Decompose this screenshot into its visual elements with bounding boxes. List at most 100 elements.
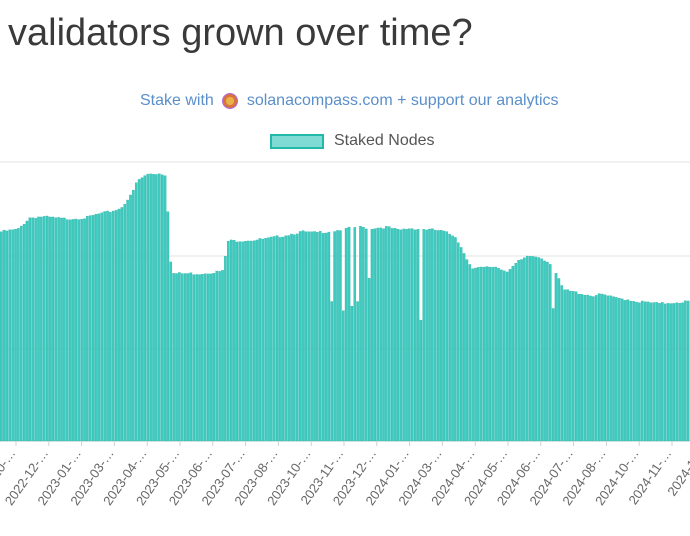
bar-158[interactable] [454,237,457,442]
bar-31[interactable] [88,215,92,442]
bar-113[interactable] [324,232,328,442]
bar-65[interactable] [186,273,190,442]
bar-4[interactable] [11,229,14,442]
bar-51[interactable] [146,173,150,442]
bar-224[interactable] [643,301,647,442]
bar-75[interactable] [215,270,219,442]
bar-205[interactable] [589,295,592,442]
bar-97[interactable] [278,237,282,442]
bar-157[interactable] [451,235,454,442]
bar-140[interactable] [402,228,405,442]
bar-22[interactable] [63,217,66,442]
bar-98[interactable] [281,236,285,442]
bar-196[interactable] [563,289,566,442]
bar-116[interactable] [333,231,336,442]
bar-220[interactable] [632,301,635,442]
bar-232[interactable] [666,303,670,442]
bar-16[interactable] [45,215,49,442]
bar-54[interactable] [155,174,158,442]
bar-73[interactable] [209,273,213,442]
bar-32[interactable] [91,215,95,442]
bar-43[interactable] [123,204,127,442]
bar-199[interactable] [571,291,575,442]
bar-106[interactable] [304,231,308,442]
bar-120[interactable] [344,228,348,442]
bar-206[interactable] [592,296,595,442]
bar-135[interactable] [387,226,391,442]
bar-170[interactable] [488,266,492,442]
bar-217[interactable] [623,300,627,442]
bar-164[interactable] [471,268,474,442]
bar-10[interactable] [28,217,32,442]
bar-50[interactable] [143,175,147,442]
bar-68[interactable] [195,274,198,442]
bar-223[interactable] [640,300,644,442]
bar-204[interactable] [586,294,589,442]
bar-142[interactable] [408,228,411,442]
bar-17[interactable] [48,216,52,442]
bar-29[interactable] [83,218,86,442]
bar-90[interactable] [258,238,262,442]
bar-165[interactable] [474,267,477,442]
bar-227[interactable] [652,302,656,442]
bar-20[interactable] [57,217,60,442]
bar-214[interactable] [615,297,618,442]
bar-209[interactable] [600,293,604,442]
bar-197[interactable] [566,289,569,442]
bar-45[interactable] [129,194,132,442]
bar-63[interactable] [180,273,184,442]
bar-84[interactable] [241,241,244,442]
bar-211[interactable] [606,295,610,442]
bar-11[interactable] [31,217,35,442]
bar-96[interactable] [275,235,279,442]
bar-18[interactable] [51,216,55,442]
bar-134[interactable] [385,226,388,442]
bar-3[interactable] [8,229,12,442]
bar-179[interactable] [514,263,518,442]
bar-86[interactable] [247,240,250,442]
bar-189[interactable] [543,260,546,442]
bar-177[interactable] [508,269,512,442]
bar-109[interactable] [313,231,316,442]
bar-182[interactable] [523,257,526,442]
bar-169[interactable] [485,266,489,442]
bar-194[interactable] [557,278,561,442]
bar-91[interactable] [261,238,265,442]
bar-53[interactable] [152,174,155,442]
bar-126[interactable] [362,226,365,442]
bar-19[interactable] [54,217,58,442]
bar-41[interactable] [117,208,121,442]
bar-238[interactable] [684,300,687,442]
bar-171[interactable] [491,267,495,442]
bar-13[interactable] [37,216,40,442]
bar-174[interactable] [500,269,503,442]
bar-0[interactable] [0,231,3,442]
bar-172[interactable] [494,266,497,442]
bar-60[interactable] [172,273,175,442]
bar-93[interactable] [267,237,270,442]
bar-148[interactable] [425,229,428,442]
bar-1[interactable] [2,229,6,442]
bar-26[interactable] [74,218,78,442]
bar-62[interactable] [178,272,181,442]
bar-203[interactable] [583,294,587,442]
bar-83[interactable] [238,241,242,442]
bar-175[interactable] [502,270,506,442]
bar-127[interactable] [364,228,368,442]
bar-154[interactable] [442,230,446,442]
bar-186[interactable] [534,256,538,442]
bar-161[interactable] [462,253,466,442]
bar-128[interactable] [367,278,371,442]
bar-56[interactable] [160,174,164,442]
bar-107[interactable] [307,231,311,442]
bar-114[interactable] [327,231,331,442]
bar-61[interactable] [175,273,178,442]
bar-66[interactable] [189,272,193,442]
bar-124[interactable] [356,301,359,442]
bar-105[interactable] [301,230,305,442]
bar-6[interactable] [17,228,20,442]
bar-185[interactable] [531,256,535,442]
bar-112[interactable] [321,233,325,442]
bar-115[interactable] [330,301,334,442]
bar-136[interactable] [390,228,394,442]
